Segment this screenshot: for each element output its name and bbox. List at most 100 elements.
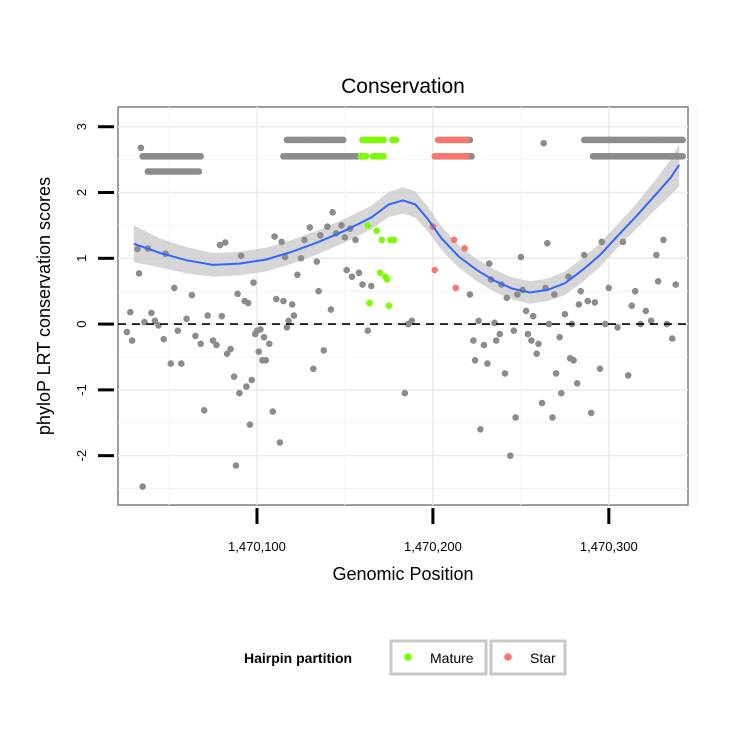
smooth-line: [133, 164, 681, 294]
mature-point: [385, 302, 393, 310]
other-point: [288, 301, 296, 308]
other-point: [654, 278, 662, 285]
y-tick-label: -2: [74, 450, 89, 462]
other-point: [223, 350, 231, 358]
other-point: [660, 236, 667, 244]
other-point: [262, 357, 270, 364]
other-point: [517, 253, 525, 261]
other-point: [192, 332, 199, 340]
other-point: [204, 312, 211, 319]
other-point: [248, 376, 255, 384]
other-point: [310, 365, 317, 373]
plot-area: [117, 106, 698, 506]
other-point: [348, 273, 356, 281]
other-point: [484, 360, 491, 367]
mature-point: [364, 222, 372, 229]
other-point: [222, 239, 229, 246]
other-point: [183, 315, 190, 323]
other-point: [352, 236, 359, 244]
other-point: [672, 281, 679, 288]
other-point: [178, 360, 185, 367]
star-point: [452, 284, 460, 292]
legend-mature-dot: [404, 653, 412, 661]
other-point: [540, 139, 547, 147]
x-axis-title: Genomic Position: [332, 564, 473, 584]
other-point: [301, 236, 308, 244]
other-point: [234, 290, 241, 298]
other-point: [197, 153, 204, 160]
other-point: [127, 308, 134, 316]
other-point: [491, 319, 498, 327]
other-point: [213, 341, 220, 349]
other-point: [492, 337, 500, 344]
other-point: [587, 409, 595, 417]
chart-title: Conservation: [341, 75, 465, 98]
other-point: [266, 340, 273, 348]
other-point: [533, 350, 540, 358]
other-point: [477, 426, 484, 433]
other-point: [524, 330, 532, 338]
other-point: [528, 337, 535, 344]
other-point: [123, 328, 131, 336]
other-point: [468, 153, 475, 160]
other-point: [255, 348, 262, 356]
other-point: [244, 299, 252, 307]
other-point: [341, 234, 349, 241]
other-point: [134, 245, 141, 253]
other-point: [151, 317, 159, 325]
x-tick-label: 1,470,300: [580, 539, 638, 554]
plot-panel: [117, 106, 689, 506]
other-point: [243, 383, 250, 390]
x-tick-label: 1,470,100: [228, 539, 286, 554]
other-point: [512, 414, 519, 421]
mature-point: [392, 136, 400, 144]
other-point: [273, 295, 280, 303]
other-point: [195, 168, 203, 175]
mature-point: [380, 136, 387, 144]
other-point: [475, 317, 482, 325]
legend-box-star: [489, 639, 567, 676]
other-point: [501, 370, 509, 377]
other-point: [338, 222, 345, 229]
other-point: [216, 241, 224, 249]
other-point: [135, 270, 143, 277]
other-point: [200, 407, 208, 414]
y-tick-label: 2: [74, 189, 89, 196]
other-point: [619, 238, 627, 246]
legend-star-label: Star: [530, 650, 556, 666]
other-point: [545, 320, 553, 328]
legend-mature-label: Mature: [430, 650, 474, 666]
legend-box-mature: [389, 639, 488, 676]
other-point: [496, 330, 504, 338]
other-point: [549, 414, 556, 421]
other-point: [306, 224, 314, 231]
other-point: [401, 389, 409, 397]
other-point: [551, 291, 558, 298]
other-point: [653, 251, 660, 259]
other-point: [285, 317, 292, 325]
other-point: [236, 389, 243, 397]
other-point: [631, 287, 639, 295]
other-point: [218, 312, 226, 320]
other-point: [522, 307, 530, 315]
other-point: [485, 260, 493, 267]
other-point: [317, 232, 324, 239]
mature-point: [376, 269, 384, 277]
other-point: [167, 360, 175, 367]
other-point: [470, 337, 477, 344]
confidence-ribbon: [133, 143, 680, 304]
star-point: [431, 266, 439, 274]
y-tick-label: -1: [74, 384, 89, 396]
other-point: [614, 324, 621, 331]
other-point: [294, 271, 301, 279]
star-point: [463, 136, 470, 144]
other-point: [271, 233, 278, 240]
y-tick-label: 0: [74, 320, 89, 327]
other-point: [355, 269, 363, 277]
other-point: [174, 327, 182, 335]
mature-point: [373, 227, 380, 234]
other-point: [280, 297, 287, 305]
other-point: [647, 317, 655, 325]
other-point: [227, 345, 234, 353]
other-point: [598, 238, 606, 246]
